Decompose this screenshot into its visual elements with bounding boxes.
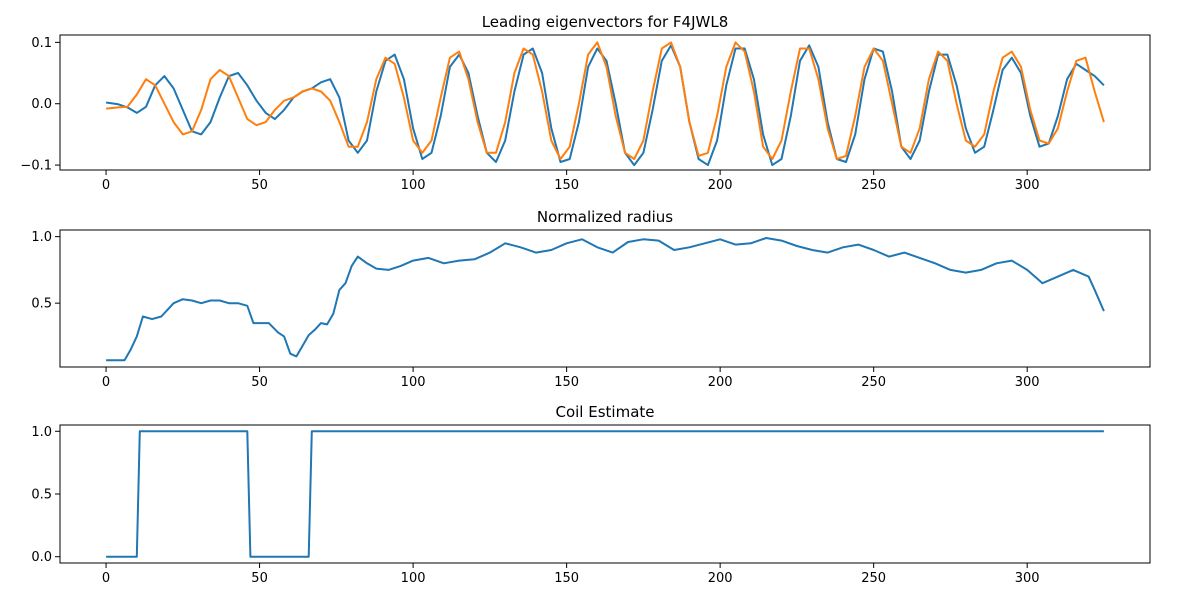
series-line-1 (106, 237, 1105, 362)
y-tick-label: 0.1 (31, 36, 52, 51)
x-tick-label: 100 (401, 375, 426, 390)
x-tick-label: 150 (554, 571, 579, 586)
x-tick-label: 250 (861, 178, 886, 193)
x-tick-label: 50 (251, 571, 268, 586)
x-tick-label: 50 (251, 375, 268, 390)
axes-frame (59, 34, 1151, 171)
subplot-title: Normalized radius (537, 208, 673, 226)
x-tick-label: 0 (102, 571, 110, 586)
x-tick-label: 0 (102, 375, 110, 390)
axes-frame (59, 229, 1151, 368)
x-tick-label: 150 (554, 178, 579, 193)
axes-frame (59, 424, 1151, 564)
subplot-title: Coil Estimate (555, 403, 654, 421)
subplot-coil-estimate: Coil Estimate 0 50 100 150 200 250 300 0.0 0.5 1.… (31, 403, 1151, 586)
x-tick-label: 100 (401, 571, 426, 586)
x-tick-label: 200 (708, 571, 733, 586)
x-tick-label: 50 (251, 178, 268, 193)
y-tick-label: −0.1 (20, 159, 52, 174)
x-tick-label: 100 (401, 178, 426, 193)
y-tick-label: 0.0 (31, 550, 52, 565)
x-tick-label: 150 (554, 375, 579, 390)
subplot-normalized-radius: Normalized radius 0 50 100 150 200 250 300 0.5 1… (31, 208, 1151, 390)
series-line-2 (106, 41, 1105, 160)
y-tick-label: 0.5 (31, 488, 52, 503)
y-tick-label: 0.0 (31, 97, 52, 112)
x-tick-label: 200 (708, 375, 733, 390)
x-tick-label: 250 (861, 571, 886, 586)
series-line-1 (106, 430, 1104, 558)
x-tick-label: 0 (102, 178, 110, 193)
x-tick-label: 200 (708, 178, 733, 193)
subplot-title: Leading eigenvectors for F4JWL8 (482, 13, 729, 31)
y-tick-label: 1.0 (31, 425, 52, 440)
y-tick-label: 0.5 (31, 297, 52, 312)
subplot-eigenvectors: Leading eigenvectors for F4JWL8 0 50 100 15… (20, 13, 1151, 193)
x-tick-label: 250 (861, 375, 886, 390)
x-tick-label: 300 (1015, 178, 1040, 193)
y-tick-label: 1.0 (31, 230, 52, 245)
x-tick-label: 300 (1015, 571, 1040, 586)
x-tick-label: 300 (1015, 375, 1040, 390)
